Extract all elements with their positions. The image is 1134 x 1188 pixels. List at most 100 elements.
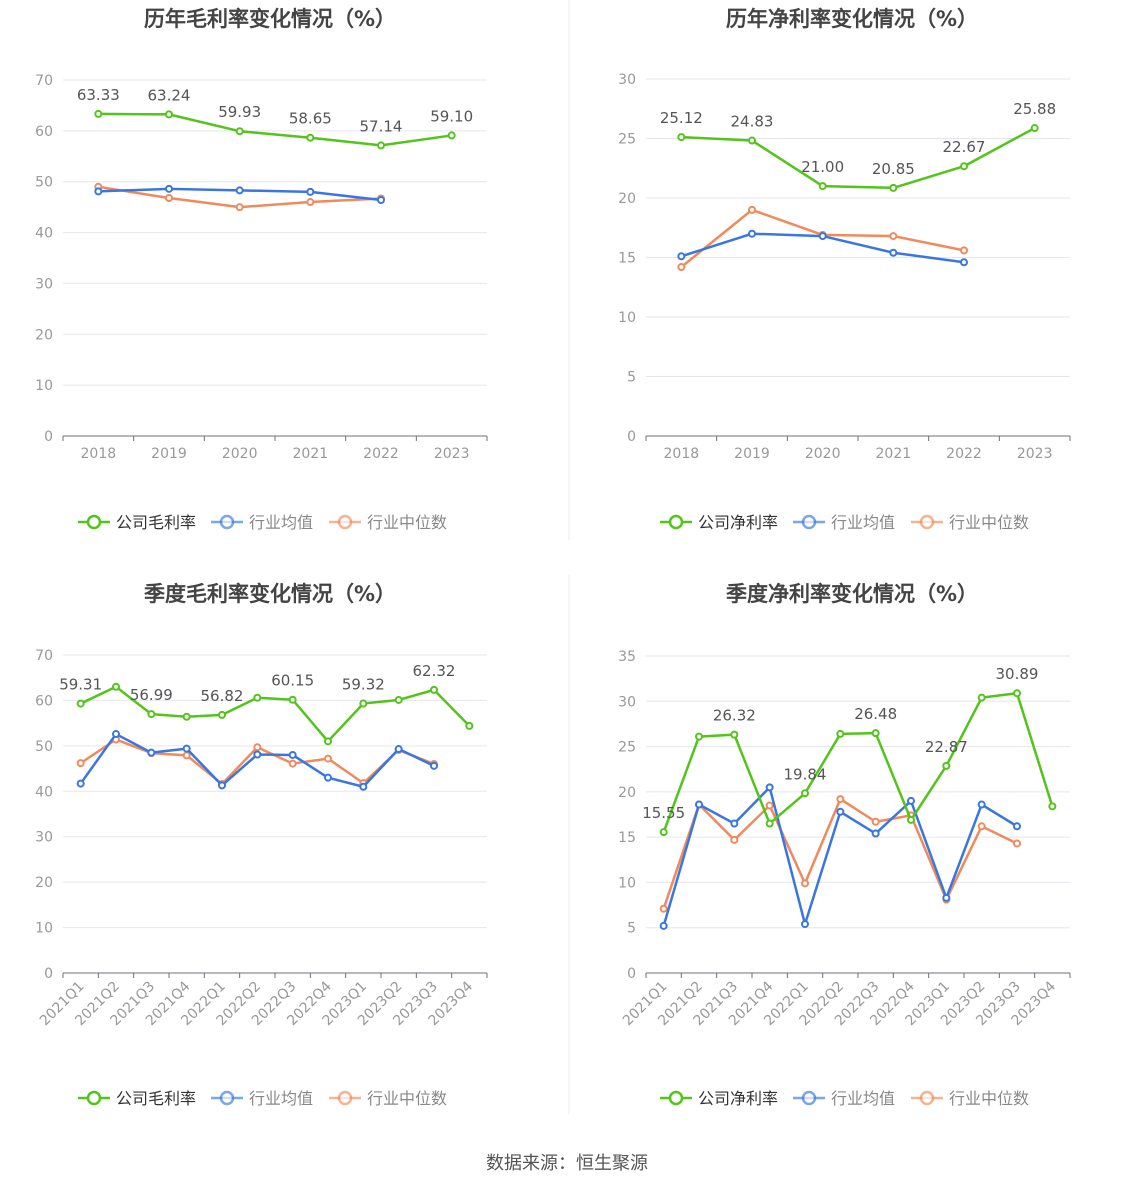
chart3-point-industry_avg [218, 781, 226, 790]
chart1-series-line-company [98, 112, 452, 147]
chart2-point-company [677, 133, 686, 142]
chart3-point-industry_avg [76, 779, 85, 788]
chart3-point-industry_avg [288, 750, 297, 759]
chart3-point-industry_median [288, 759, 297, 768]
chart4-point-industry_median [765, 801, 774, 810]
chart4-y-tick-label: 10 [618, 875, 636, 891]
chart4-data-label: 26.48 [854, 705, 897, 723]
chart1-y-tick-label: 60 [35, 124, 53, 140]
chart3-y-tick-label: 10 [35, 921, 53, 937]
chart2-point-company [960, 162, 968, 171]
chart4-point-industry_avg [659, 921, 668, 930]
chart3-legend-marker-company [86, 1090, 102, 1106]
chart2-x-tick-label: 2018 [664, 446, 700, 462]
chart4-legend-marker-company [668, 1090, 684, 1106]
chart4-point-company [1013, 689, 1021, 698]
chart4-title: 季度净利率变化情况（%） [726, 582, 978, 606]
chart3-legend-marker-industry_median [337, 1090, 353, 1106]
chart3-point-industry_median [182, 751, 191, 760]
chart2-series-line-company [681, 126, 1036, 190]
chart4-point-company [836, 729, 845, 738]
chart2-y-tick-label: 30 [618, 72, 636, 88]
chart3-point-company [147, 710, 156, 719]
chart4-point-company [659, 828, 668, 837]
chart1-point-industry_avg [306, 187, 315, 196]
chart1-legend-label-industry_median: 行业中位数 [367, 513, 447, 532]
chart1-x-tick-label: 2022 [363, 446, 399, 462]
chart4-point-industry_median [659, 904, 668, 913]
chart4-legend-label-industry_avg: 行业均值 [831, 1089, 895, 1108]
chart4-point-industry_avg [871, 829, 880, 838]
chart3-series-line-company [80, 685, 471, 743]
chart3-data-label: 59.32 [342, 676, 385, 694]
chart1-point-industry_avg [377, 196, 385, 205]
chart3-y-tick-label: 30 [35, 830, 53, 846]
chart4-data-label: 30.89 [996, 665, 1039, 683]
chart4-point-industry_median [1013, 839, 1021, 848]
chart3-series-line-industry_avg [79, 732, 435, 788]
chart4-legend-label-company: 公司净利率 [698, 1089, 778, 1108]
chart1-legend-marker-company [86, 514, 102, 530]
chart1-x-tick-label: 2023 [434, 446, 470, 462]
chart4-y-tick-label: 0 [627, 966, 636, 982]
chart3-y-tick-label: 0 [44, 966, 53, 982]
chart4-point-industry_avg [836, 807, 845, 816]
chart1-data-label: 57.14 [360, 117, 403, 135]
chart2-x-tick-label: 2021 [876, 446, 912, 462]
chart3-point-company [430, 685, 438, 694]
chart1-legend-marker-industry_median [337, 514, 353, 530]
chart3-point-industry_avg [394, 745, 403, 754]
chart1-point-company [94, 109, 103, 118]
chart2-legend-label-industry_median: 行业中位数 [949, 513, 1029, 532]
chart1-title: 历年毛利率变化情况（%） [144, 7, 396, 31]
chart2-point-industry_median [889, 232, 898, 241]
chart1-legend-label-company: 公司毛利率 [116, 513, 196, 532]
chart2-point-industry_median [748, 205, 756, 214]
chart4-data-label: 15.55 [642, 804, 685, 822]
chart3-point-industry_avg [112, 730, 120, 739]
chart4-point-industry_median [836, 795, 845, 804]
chart1-point-industry_avg [165, 184, 173, 193]
chart4-point-company [871, 729, 880, 738]
chart3-data-label: 62.32 [413, 662, 456, 680]
chart4-point-industry_avg [730, 819, 739, 828]
chart4-point-company [765, 819, 774, 828]
chart3-point-industry_avg [182, 744, 191, 753]
chart2-y-tick-label: 0 [627, 429, 636, 445]
chart3-legend-label-industry_avg: 行业均值 [249, 1089, 313, 1108]
chart2-data-label: 20.85 [872, 160, 915, 178]
chart2-legend-marker-industry_median [919, 514, 935, 530]
chart1-data-label: 59.10 [430, 107, 473, 125]
chart1-point-industry_median [306, 198, 315, 207]
chart3-legend-label-industry_median: 行业中位数 [367, 1089, 447, 1108]
chart3-point-company [288, 695, 297, 704]
chart1-point-industry_median [165, 193, 173, 202]
chart2-point-industry_avg [960, 258, 968, 267]
chart1-point-industry_avg [235, 186, 244, 195]
chart3-point-company [394, 695, 403, 704]
chart3-y-tick-label: 50 [35, 739, 53, 755]
chart3-point-industry_median [324, 754, 332, 763]
chart3-point-company [182, 712, 191, 721]
chart2-y-tick-label: 15 [618, 251, 636, 267]
chart3-data-label: 59.31 [59, 676, 102, 694]
chart4-point-industry_median [801, 879, 809, 888]
chart1-y-tick-label: 40 [35, 226, 53, 242]
chart2-point-industry_avg [677, 252, 686, 261]
chart2-x-tick-label: 2023 [1017, 446, 1053, 462]
chart1-point-company [306, 133, 315, 142]
chart2-x-tick-label: 2019 [734, 446, 770, 462]
chart3-point-company [324, 737, 332, 746]
chart2-point-company [1030, 124, 1039, 133]
chart1-y-tick-label: 10 [35, 378, 53, 394]
chart3-point-industry_avg [324, 773, 332, 782]
chart4-point-company [1048, 802, 1057, 811]
chart1-data-label: 59.93 [218, 103, 261, 121]
chart3-point-industry_median [76, 759, 85, 768]
chart4-legend-marker-industry_avg [801, 1090, 817, 1106]
chart3-point-company [76, 699, 85, 708]
chart2-y-tick-label: 5 [627, 370, 636, 386]
chart4-point-industry_avg [695, 800, 703, 809]
chart4-y-tick-label: 15 [618, 830, 636, 846]
chart2-point-company [748, 136, 756, 145]
